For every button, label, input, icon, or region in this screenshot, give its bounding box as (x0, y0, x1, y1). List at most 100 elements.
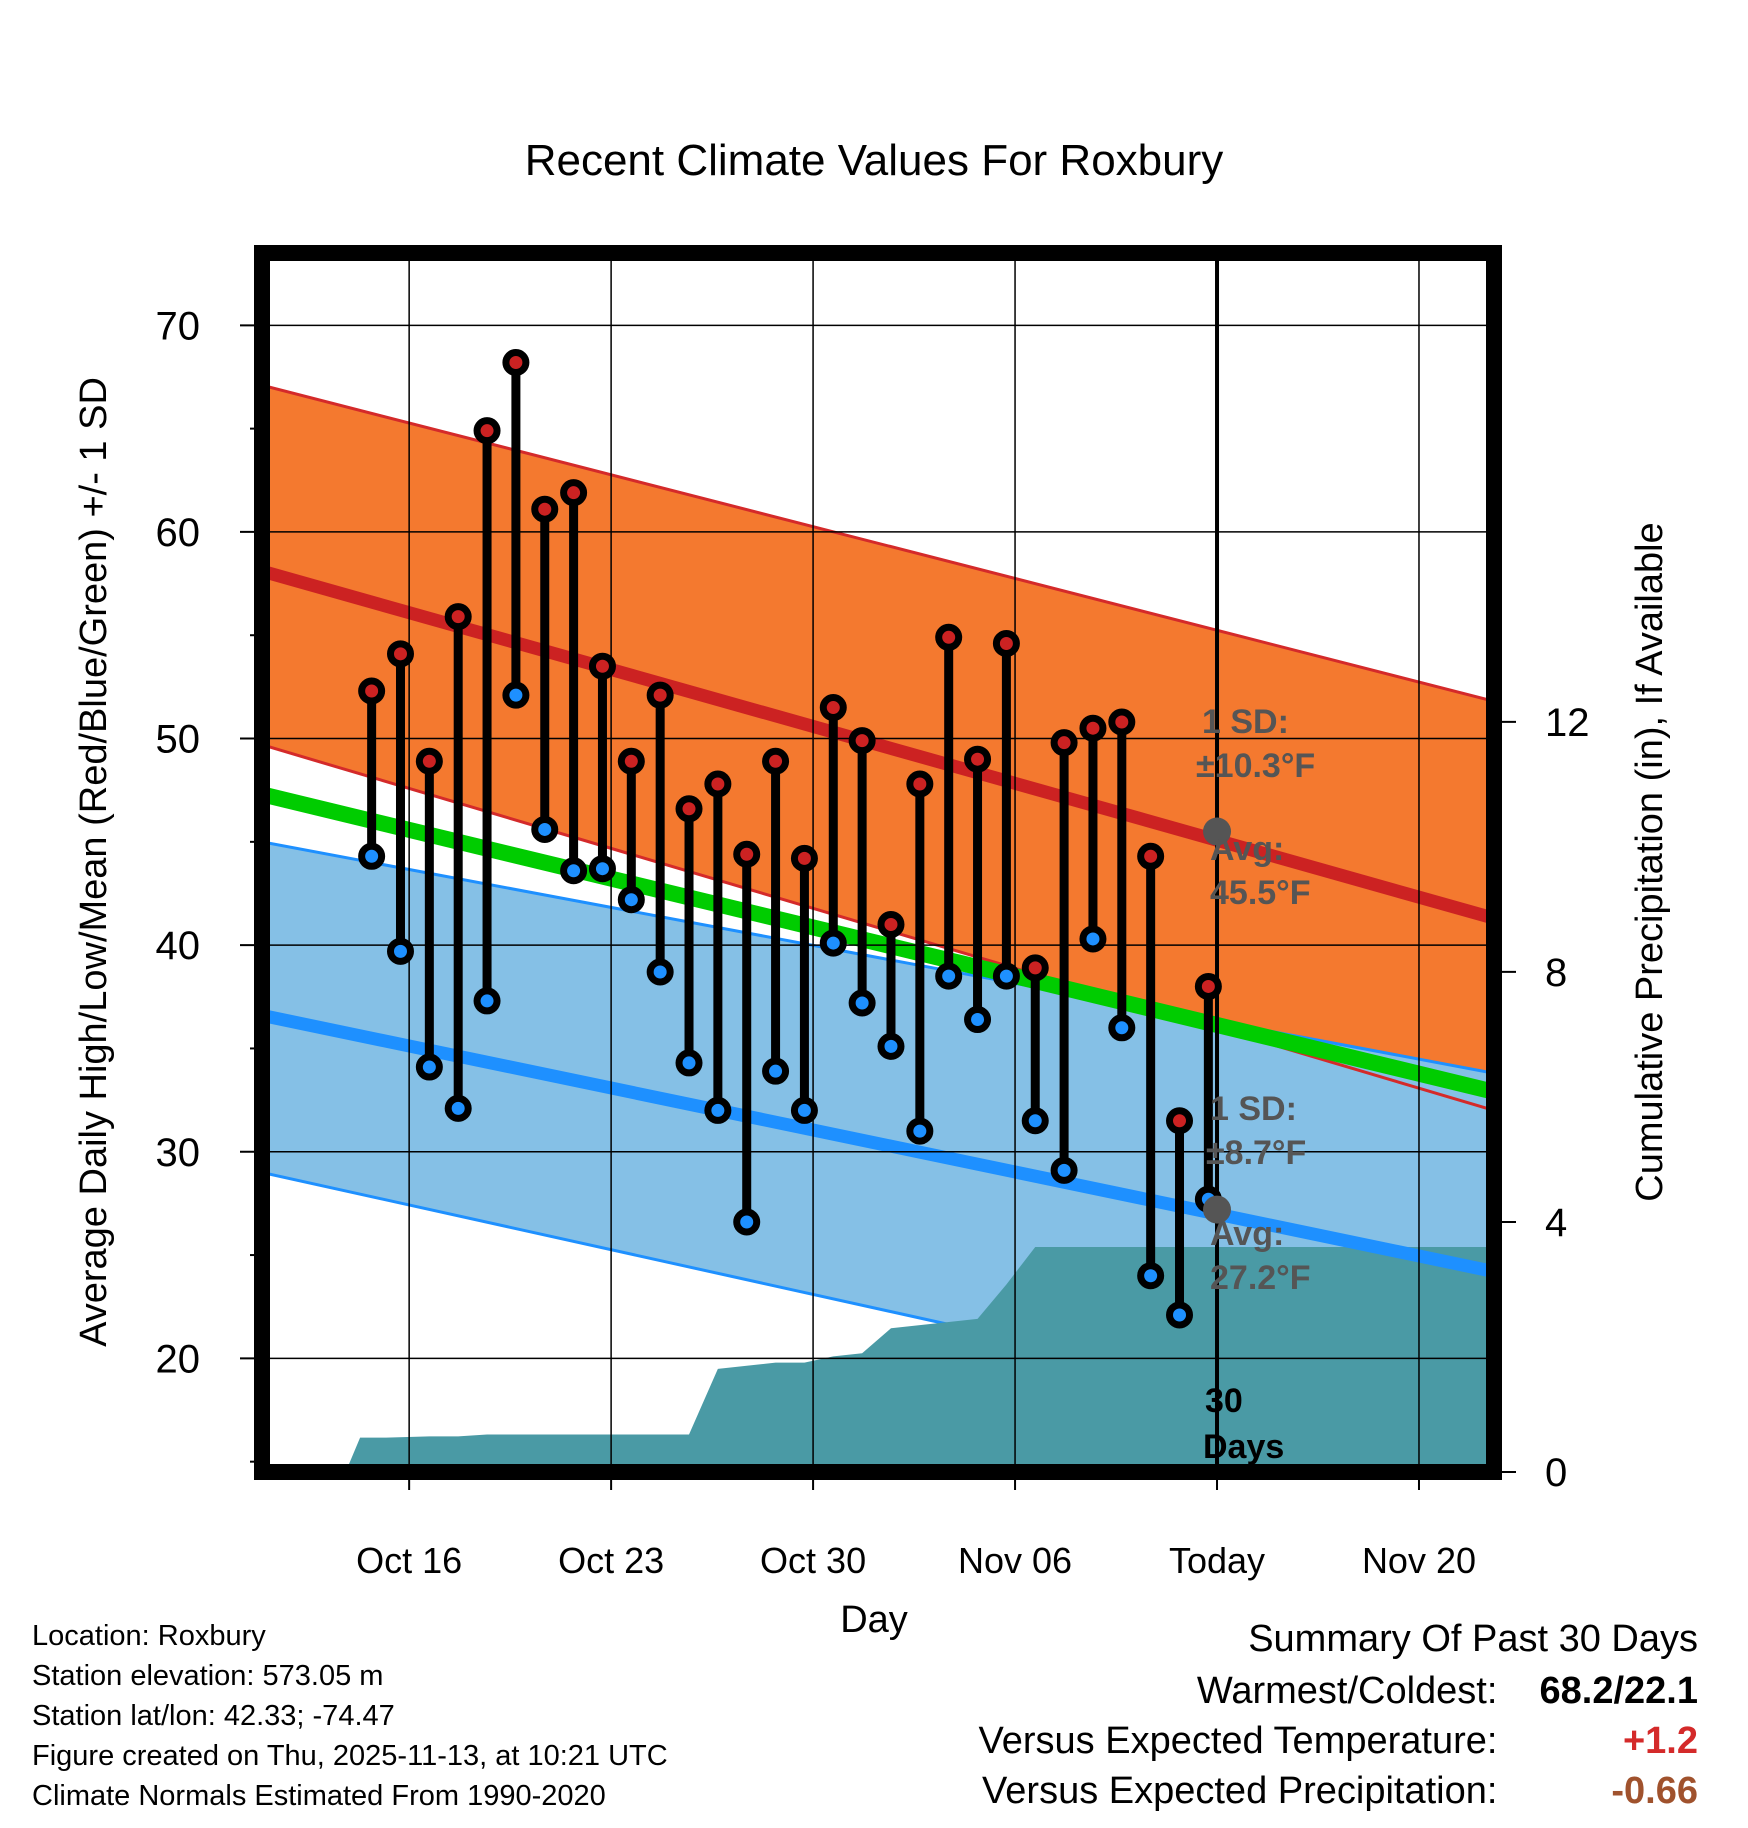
low-point (733, 1208, 761, 1236)
y2-tick-label: 4 (1545, 1201, 1567, 1245)
low-point (502, 681, 530, 709)
low-sd-label: 1 SD: (1210, 1090, 1297, 1128)
meta-elevation: Station elevation: 573.05 m (32, 1660, 384, 1692)
low-sd-value: ±8.7°F (1206, 1134, 1306, 1172)
plot-frame (254, 245, 1502, 1480)
y-axis-label: Average Daily High/Low/Mean (Red/Blue/Gr… (73, 377, 115, 1347)
high-point (790, 844, 818, 872)
high-sd-upper-line (262, 383, 1494, 703)
high-point (992, 629, 1020, 657)
low-avg-today-marker (1203, 1195, 1232, 1224)
low-point (646, 958, 674, 986)
low-point (588, 855, 616, 883)
high-point (1108, 708, 1136, 736)
high-point (531, 495, 559, 523)
meta-normals: Climate Normals Estimated From 1990-2020 (32, 1780, 606, 1812)
high-sd-value: ±10.3°F (1196, 747, 1315, 785)
meta-location: Location: Roxbury (32, 1620, 266, 1652)
low-point (877, 1032, 905, 1060)
high-sd-label: 1 SD: (1202, 703, 1289, 741)
low-point (790, 1096, 818, 1124)
high-point (386, 640, 414, 668)
low-point (1166, 1301, 1194, 1329)
chart-title: Recent Climate Values For Roxbury (525, 136, 1224, 185)
low-point (358, 842, 386, 870)
low-avg-value: 27.2°F (1210, 1259, 1311, 1297)
y-tick-label: 60 (156, 511, 201, 555)
low-point (1108, 1014, 1136, 1042)
summary-precip-row: Versus Expected Precipitation: -0.66 (982, 1770, 1698, 1813)
high-point (1021, 954, 1049, 982)
period-unit: Days (1203, 1428, 1284, 1466)
high-point (646, 681, 674, 709)
low-point (819, 929, 847, 957)
high-point (1166, 1107, 1194, 1135)
high-point (358, 677, 386, 705)
low-point (906, 1117, 934, 1145)
high-point (1079, 714, 1107, 742)
y2-tick-label: 8 (1545, 951, 1567, 995)
high-point (415, 747, 443, 775)
high-point (704, 770, 732, 798)
summary-warmest-row: Warmest/Coldest: 68.2/22.1 (1197, 1670, 1698, 1713)
low-point (964, 1006, 992, 1034)
high-point (473, 417, 501, 445)
summary-temp-value: +1.2 (1622, 1720, 1698, 1762)
high-point (906, 770, 934, 798)
low-point (675, 1049, 703, 1077)
high-point (675, 795, 703, 823)
low-point (617, 886, 645, 914)
high-point (1050, 729, 1078, 757)
x-tick-label: Nov 06 (958, 1540, 1072, 1581)
high-point (1194, 972, 1222, 1000)
low-point (1137, 1262, 1165, 1290)
low-point (992, 962, 1020, 990)
low-point (848, 989, 876, 1017)
summary-temp-row: Versus Expected Temperature: +1.2 (979, 1720, 1698, 1763)
high-point (935, 623, 963, 651)
x-tick-label: Oct 23 (558, 1540, 664, 1581)
high-avg-value: 45.5°F (1210, 874, 1311, 912)
high-point (502, 349, 530, 377)
x-tick-label: Oct 16 (356, 1540, 462, 1581)
high-point (877, 910, 905, 938)
summary-precip-value: -0.66 (1611, 1770, 1698, 1812)
high-point (762, 747, 790, 775)
meta-created: Figure created on Thu, 2025-11-13, at 10… (32, 1740, 668, 1772)
low-point (560, 857, 588, 885)
low-avg-label: Avg: (1210, 1215, 1284, 1253)
low-point (1050, 1156, 1078, 1184)
summary-warmest-value: 68.2/22.1 (1539, 1670, 1698, 1712)
x-axis-label: Day (840, 1599, 908, 1641)
x-tick-label: Nov 20 (1362, 1540, 1476, 1581)
x-tick-label: Oct 30 (760, 1540, 866, 1581)
low-point (531, 815, 559, 843)
high-point (964, 745, 992, 773)
high-avg-today-marker (1203, 817, 1232, 846)
x-tick-label: Today (1169, 1540, 1265, 1581)
high-point (1137, 842, 1165, 870)
high-point (444, 603, 472, 631)
low-point (704, 1096, 732, 1124)
low-point (935, 962, 963, 990)
low-point (1021, 1107, 1049, 1135)
high-point (819, 694, 847, 722)
period-number: 30 (1205, 1382, 1243, 1420)
low-point (415, 1053, 443, 1081)
low-point (444, 1094, 472, 1122)
high-point (733, 840, 761, 868)
high-point (848, 727, 876, 755)
y-tick-label: 20 (156, 1337, 201, 1381)
summary-warmest-label: Warmest/Coldest: (1196, 1670, 1498, 1712)
mean-avg-line (262, 786, 1494, 1100)
y-tick-label: 50 (156, 718, 201, 762)
high-avg-line (262, 564, 1494, 925)
high-avg-label: Avg: (1210, 830, 1284, 868)
meta-latlon: Station lat/lon: 42.33; -74.47 (32, 1700, 395, 1732)
low-point (473, 987, 501, 1015)
y2-tick-label: 0 (1545, 1451, 1567, 1495)
low-point (386, 937, 414, 965)
summary-precip-label: Versus Expected Precipitation: (982, 1770, 1498, 1812)
summary-title: Summary Of Past 30 Days (1248, 1618, 1698, 1660)
